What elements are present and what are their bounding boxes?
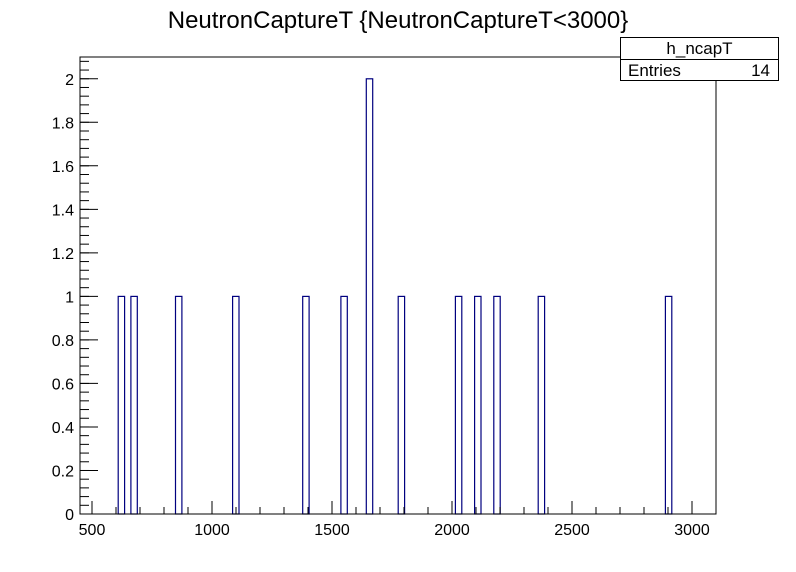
x-tick-label: 1500 bbox=[314, 522, 350, 539]
y-tick-label: 0.4 bbox=[52, 420, 74, 437]
y-tick-label: 1.8 bbox=[52, 115, 74, 132]
stats-entries-label: Entries bbox=[628, 61, 681, 80]
x-tick-label: 2500 bbox=[554, 522, 590, 539]
y-tick-label: 1.6 bbox=[52, 159, 74, 176]
histogram-bin-7 bbox=[397, 295, 406, 515]
histogram-bin-12 bbox=[664, 295, 673, 515]
y-tick-label: 0 bbox=[65, 507, 74, 524]
plot-frame bbox=[79, 56, 717, 515]
histogram-bin-0 bbox=[117, 295, 126, 515]
histogram-bin-10 bbox=[493, 295, 501, 515]
x-tick-label: 3000 bbox=[674, 522, 710, 539]
histogram-bin-11 bbox=[537, 295, 546, 515]
x-tick-label: 2000 bbox=[434, 522, 470, 539]
y-tick-label: 0.6 bbox=[52, 376, 74, 393]
chart-title: NeutronCaptureT {NeutronCaptureT<3000} bbox=[168, 7, 629, 34]
histogram-bin-2 bbox=[174, 295, 183, 515]
y-tick-label: 0.8 bbox=[52, 333, 74, 350]
histogram-bin-9 bbox=[474, 295, 482, 515]
y-tick-label: 2 bbox=[65, 72, 74, 89]
histogram-bin-1 bbox=[130, 295, 138, 515]
stats-box: h_ncapT Entries 14 bbox=[620, 37, 779, 81]
y-tick-label: 1.4 bbox=[52, 202, 74, 219]
x-tick-label: 1000 bbox=[194, 522, 230, 539]
histogram-bin-6 bbox=[365, 78, 374, 515]
histogram-bin-4 bbox=[302, 295, 310, 515]
y-tick-label: 1 bbox=[65, 289, 74, 306]
y-tick-label: 0.2 bbox=[52, 463, 74, 480]
histogram-bin-5 bbox=[340, 295, 348, 515]
x-tick-label: 500 bbox=[79, 522, 106, 539]
stats-entries-value: 14 bbox=[751, 61, 770, 80]
stats-box-title: h_ncapT bbox=[621, 38, 778, 60]
y-tick-label: 1.2 bbox=[52, 246, 74, 263]
histogram-bin-8 bbox=[454, 295, 463, 515]
histogram-bin-3 bbox=[232, 295, 240, 515]
